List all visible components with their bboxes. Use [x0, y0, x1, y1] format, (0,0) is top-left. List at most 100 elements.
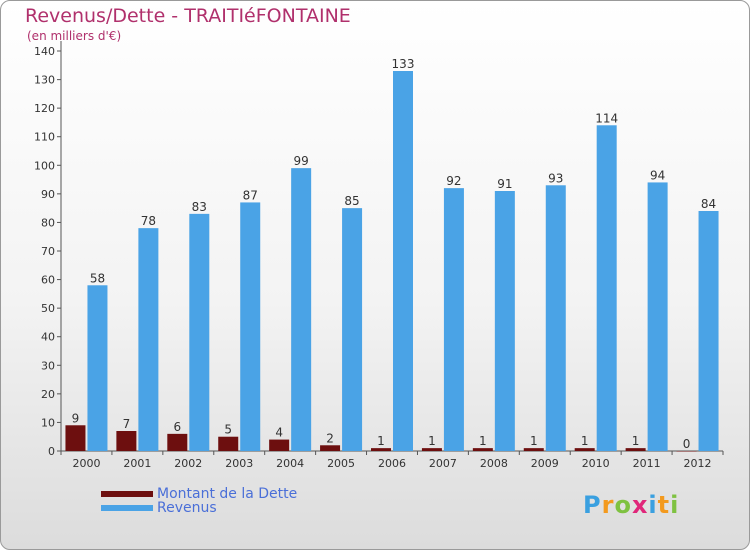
data-label-dette: 5 — [224, 423, 232, 437]
data-label-dette: 4 — [275, 426, 283, 440]
data-label-dette: 1 — [632, 434, 640, 448]
data-label-revenus: 83 — [192, 200, 207, 214]
x-tick-label: 2005 — [327, 457, 355, 470]
x-tick-label: 2000 — [72, 457, 100, 470]
data-label-dette: 0 — [683, 437, 691, 451]
data-label-revenus: 78 — [141, 214, 156, 228]
data-label-revenus: 84 — [701, 197, 716, 211]
x-tick-label: 2011 — [633, 457, 661, 470]
legend-swatch-revenus — [101, 505, 153, 511]
y-tick-label: 20 — [41, 388, 55, 401]
bars — [65, 71, 719, 452]
bar-dette — [676, 451, 697, 452]
data-label-revenus: 93 — [548, 171, 563, 185]
logo-letter: t — [657, 491, 671, 519]
legend: Montant de la Dette Revenus — [101, 486, 297, 516]
data-label-revenus: 91 — [497, 177, 512, 191]
data-label-dette: 1 — [377, 434, 385, 448]
data-label-dette: 1 — [428, 434, 436, 448]
bar-dette — [116, 431, 137, 451]
y-tick-label: 130 — [34, 74, 55, 87]
bar-revenus — [189, 213, 210, 451]
y-tick-label: 100 — [34, 159, 55, 172]
bar-revenus — [87, 285, 108, 451]
data-label-revenus: 85 — [344, 194, 359, 208]
y-tick-label: 90 — [41, 188, 55, 201]
x-tick-label: 2007 — [429, 457, 457, 470]
x-tick-label: 2008 — [480, 457, 508, 470]
bar-revenus — [291, 168, 312, 451]
bar-dette — [523, 448, 544, 451]
y-tick-label: 110 — [34, 131, 55, 144]
data-label-dette: 1 — [581, 434, 589, 448]
data-label-dette: 1 — [530, 434, 538, 448]
bar-dette — [371, 448, 391, 451]
x-tick-label: 2002 — [174, 457, 202, 470]
data-label-dette: 6 — [173, 420, 181, 434]
y-tick-label: 30 — [41, 359, 55, 372]
labels: 9587786835874992851133192191193111419408… — [72, 57, 717, 451]
y-tick-label: 80 — [41, 216, 55, 229]
bar-revenus — [596, 125, 617, 452]
logo-letter: x — [631, 491, 649, 519]
bar-dette — [625, 448, 646, 451]
y-tick-label: 40 — [41, 331, 55, 344]
legend-item-dette: Montant de la Dette — [101, 486, 297, 502]
bar-revenus — [240, 202, 261, 451]
bar-dette — [421, 448, 442, 451]
data-label-revenus: 133 — [392, 57, 415, 71]
bar-dette — [218, 436, 239, 451]
bar-dette — [167, 433, 188, 451]
bar-revenus — [647, 182, 668, 451]
bar-revenus — [393, 71, 413, 451]
chart-subtitle: (en milliers d'€) — [27, 29, 122, 43]
proxiti-logo: Proxiti — [583, 491, 679, 519]
y-tick-label: 120 — [34, 102, 55, 115]
data-label-revenus: 92 — [446, 174, 461, 188]
bar-revenus — [545, 185, 566, 452]
y-tick-label: 50 — [41, 302, 55, 315]
logo-letter: o — [614, 491, 632, 519]
y-tick-label: 140 — [34, 45, 55, 58]
data-label-dette: 2 — [326, 431, 334, 445]
logo-letter: i — [648, 491, 658, 519]
bar-dette — [472, 448, 493, 451]
logo-letter: r — [601, 491, 615, 519]
legend-item-revenus: Revenus — [101, 500, 297, 516]
x-tick-label: 2006 — [378, 457, 406, 470]
data-label-revenus: 114 — [595, 111, 618, 125]
x-tick-label: 2012 — [684, 457, 712, 470]
x-tick-label: 2003 — [225, 457, 253, 470]
bar-revenus — [494, 191, 515, 451]
bar-revenus — [443, 188, 464, 451]
logo-letter: i — [670, 491, 680, 519]
data-label-dette: 1 — [479, 434, 487, 448]
bar-dette — [269, 439, 290, 451]
logo-letter: P — [583, 491, 602, 519]
data-label-dette: 9 — [72, 411, 80, 425]
x-tick-label: 2009 — [531, 457, 559, 470]
y-tick-label: 60 — [41, 274, 55, 287]
y-tick-label: 10 — [41, 416, 55, 429]
data-label-revenus: 99 — [294, 154, 309, 168]
chart-title: Revenus/Dette - TRAITIéFONTAINE — [25, 5, 351, 27]
bar-revenus — [138, 228, 159, 451]
legend-label-revenus: Revenus — [157, 500, 217, 516]
data-label-revenus: 58 — [90, 271, 105, 285]
bar-revenus — [342, 208, 363, 451]
x-tick-label: 2001 — [123, 457, 151, 470]
bar-dette — [574, 448, 595, 451]
bar-dette — [320, 445, 341, 451]
y-tick-label: 0 — [48, 445, 55, 458]
legend-swatch-dette — [101, 491, 153, 497]
data-label-dette: 7 — [123, 417, 131, 431]
x-tick-label: 2010 — [582, 457, 610, 470]
x-tick-label: 2004 — [276, 457, 304, 470]
bar-revenus — [698, 211, 719, 451]
bar-dette — [65, 425, 86, 451]
y-tick-label: 70 — [41, 245, 55, 258]
data-label-revenus: 87 — [243, 188, 258, 202]
